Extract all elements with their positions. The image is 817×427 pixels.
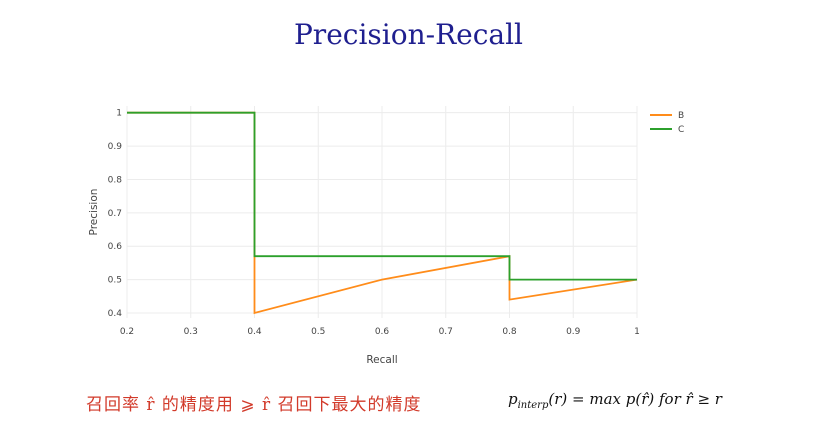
legend: BC xyxy=(650,111,684,135)
slide-title: Precision-Recall xyxy=(293,18,524,51)
series-lines xyxy=(127,111,638,315)
y-tick-label: 0.5 xyxy=(108,276,122,286)
series-line-C xyxy=(127,111,637,281)
x-tick-label: 0.7 xyxy=(439,327,453,337)
legend-label-B: B xyxy=(678,111,684,121)
caption-chinese: 召回率 r̂ 的精度用 ⩾ r̂ 召回下最大的精度 xyxy=(86,395,422,415)
formula-p: p xyxy=(508,390,518,408)
x-tick-label: 0.3 xyxy=(184,327,198,337)
formula-subscript: interp xyxy=(517,400,549,411)
y-tick-label: 0.9 xyxy=(108,142,123,152)
y-tick-label: 0.7 xyxy=(108,209,122,219)
precision-recall-chart: 0.2 0.3 0.4 0.5 0.6 0.7 0.8 0.9 1 0.4 0.5 0.6 0.7 0.8… xyxy=(88,106,684,366)
x-axis-title: Recall xyxy=(366,354,397,366)
x-tick-label: 0.9 xyxy=(566,327,581,337)
legend-label-C: C xyxy=(678,125,684,135)
x-tick-label: 0.2 xyxy=(120,327,134,337)
y-tick-label: 0.8 xyxy=(108,175,123,185)
y-tick-label: 0.4 xyxy=(108,309,123,319)
y-tick-label: 0.6 xyxy=(108,242,123,252)
y-tick-label: 1 xyxy=(116,109,122,119)
interp-formula: pinterp(r) = max p(r̂) for r̂ ≥ r xyxy=(508,390,722,411)
axes: 0.2 0.3 0.4 0.5 0.6 0.7 0.8 0.9 1 0.4 0.5 0.6 0.7 0.8… xyxy=(88,109,640,366)
formula-rest: (r) = max p(r̂) for r̂ ≥ r xyxy=(548,390,722,408)
x-tick-label: 0.4 xyxy=(247,327,262,337)
x-tick-label: 0.8 xyxy=(502,327,517,337)
grid xyxy=(126,106,638,318)
x-tick-label: 0.6 xyxy=(375,327,390,337)
y-axis-title: Precision xyxy=(88,189,100,236)
x-tick-label: 1 xyxy=(634,327,640,337)
x-tick-label: 0.5 xyxy=(311,327,325,337)
